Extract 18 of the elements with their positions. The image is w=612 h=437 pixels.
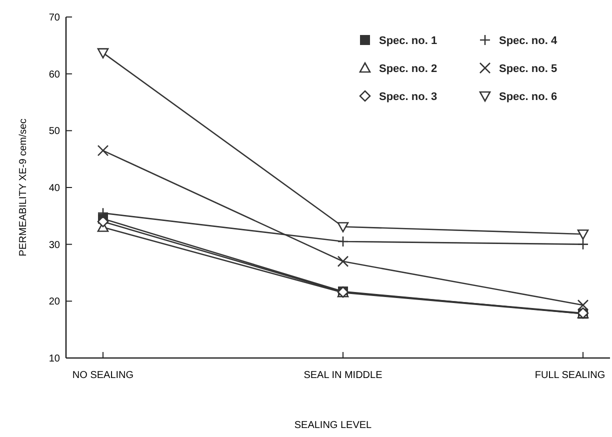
y-tick-label: 70	[48, 12, 60, 24]
x-axis-title: SEALING LEVEL	[294, 420, 372, 431]
legend-label: Spec. no. 4	[499, 34, 558, 47]
x-tick-label: FULL SEALING	[534, 370, 606, 381]
x-tick-label: SEAL IN MIDDLE	[304, 370, 383, 381]
y-tick-label: 40	[48, 183, 60, 194]
x-tick-label: NO SEALING	[72, 370, 134, 381]
y-tick-label: 10	[48, 354, 60, 364]
legend-label: Spec. no. 3	[379, 90, 438, 103]
y-tick-label: 20	[48, 296, 60, 308]
legend-label: Spec. no. 2	[379, 62, 438, 75]
legend-label: Spec. no. 6	[499, 90, 558, 103]
legend-label: Spec. no. 5	[499, 62, 558, 75]
y-tick-label: 60	[48, 69, 60, 80]
y-axis-title: PERMEABILITY XE-9 cem/sec	[18, 118, 29, 256]
y-tick-label: 30	[48, 240, 60, 251]
y-tick-label: 50	[48, 126, 60, 138]
legend-label: Spec. no. 1	[379, 34, 438, 47]
